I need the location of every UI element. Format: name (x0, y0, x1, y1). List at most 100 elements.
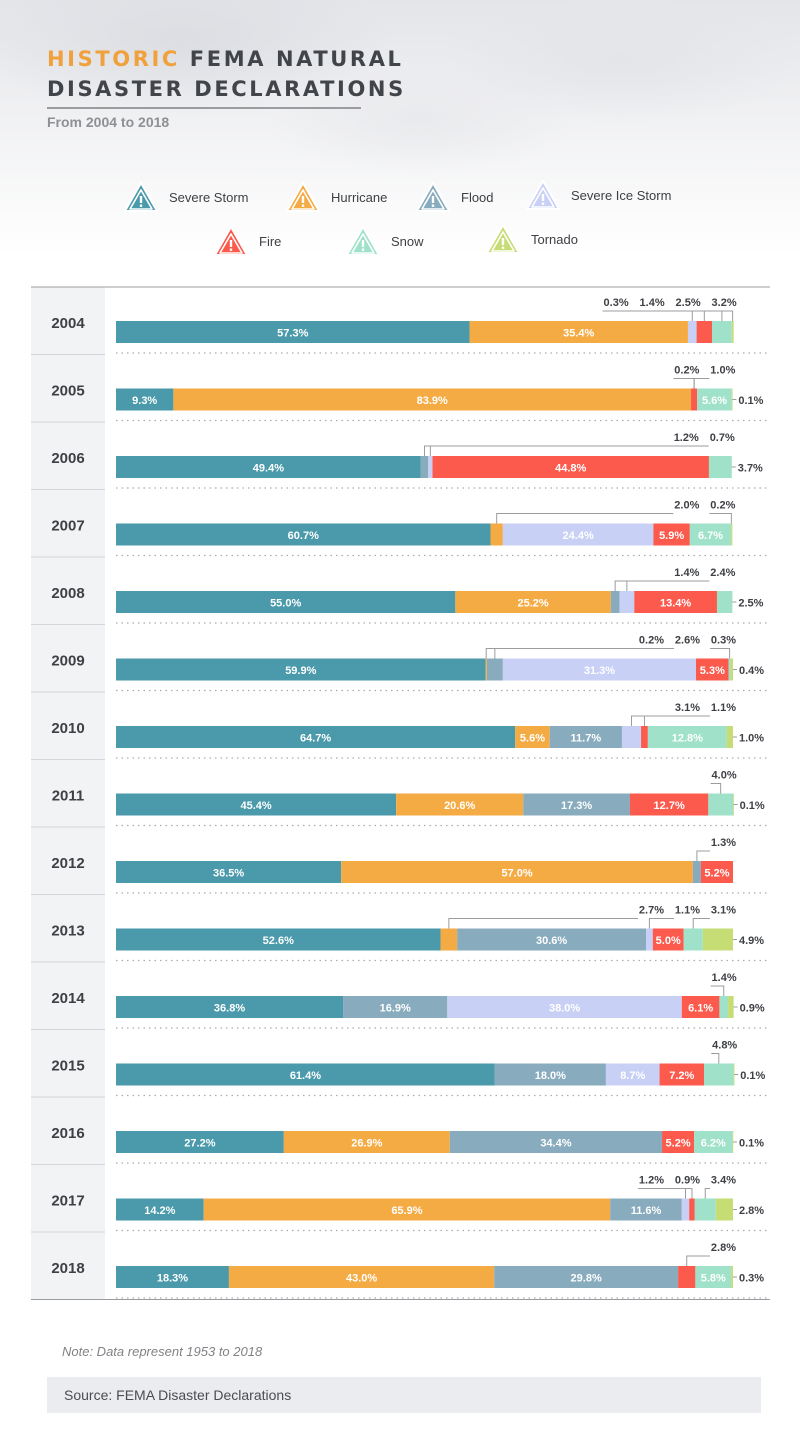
bar-segment-severe-storm (116, 1063, 495, 1086)
bar-segment-severe-storm (116, 996, 344, 1018)
leader-line (631, 715, 674, 726)
outside-value-label: 4.9% (739, 935, 764, 947)
outside-value-label: 1.0% (739, 733, 764, 745)
inside-value-label: 44.8% (555, 463, 586, 475)
bar-segment-snow (719, 996, 729, 1018)
bar-segment-severe-ice-storm (605, 1063, 660, 1086)
title-rest: FEMA NATURAL (179, 47, 404, 71)
inside-value-label: 5.2% (704, 868, 729, 880)
inside-value-label: 26.9% (351, 1138, 382, 1150)
bar-segment-fire (662, 1131, 695, 1153)
inside-value-label: 11.6% (631, 1205, 662, 1217)
bar-segment-hurricane (455, 591, 611, 613)
bar-segment-fire (696, 321, 713, 343)
bar-segment-snow (728, 658, 731, 681)
inside-value-label: 36.5% (213, 868, 244, 880)
inside-value-label: 59.9% (285, 665, 316, 677)
legend-item-flood: Flood (415, 180, 494, 214)
legend-label: Flood (461, 189, 494, 205)
bar-segment-flood (486, 658, 503, 681)
bar-segment-tornado (730, 658, 733, 681)
callout-value-label: 2.8% (711, 1242, 736, 1254)
callout-value-label: 1.0% (710, 365, 735, 377)
callout-value-label: 2.5% (676, 297, 701, 309)
bar-segment-hurricane (485, 658, 487, 681)
year-label: 2014 (51, 990, 85, 1007)
leader-line (448, 918, 638, 929)
bar-segment-fire (678, 1266, 696, 1288)
leader-line (693, 378, 710, 389)
callout-value-label: 1.1% (711, 702, 736, 714)
inside-value-label: 55.0% (270, 598, 301, 610)
outside-value-label: 0.3% (739, 1273, 764, 1285)
stacked-bar-chart: 2004 57.3% 35.4% 0.3% 1.4% 2.5% 3.2% 2005 9.3% 83… (31, 286, 770, 1300)
outside-value-label: 0.1% (738, 395, 763, 407)
bar-segment-tornado (731, 388, 733, 411)
callout-value-label: 1.4% (674, 567, 699, 579)
bar-segment-fire (432, 456, 709, 478)
inside-value-label: 29.8% (571, 1273, 602, 1285)
callout-value-label: 1.2% (639, 1175, 664, 1187)
leader-line (638, 1188, 686, 1199)
callout-value-label: 2.0% (674, 500, 699, 512)
leader-line (709, 513, 732, 524)
bar-segment-hurricane (515, 726, 550, 748)
inside-value-label: 43.0% (346, 1273, 377, 1285)
inside-value-label: 5.8% (701, 1273, 726, 1285)
bar-segment-snow (683, 928, 703, 951)
callout-value-label: 2.4% (710, 567, 735, 579)
inside-value-label: 27.2% (184, 1138, 215, 1150)
callout-value-label: 0.7% (710, 432, 735, 444)
outside-value-label: 2.8% (739, 1205, 764, 1217)
chart-subtitle: From 2004 to 2018 (47, 114, 170, 130)
inside-value-label: 16.9% (380, 1003, 411, 1015)
inside-value-label: 35.4% (563, 328, 594, 340)
bar-segment-severe-storm (116, 321, 470, 343)
inside-value-label: 9.3% (132, 395, 157, 407)
callout-value-label: 0.3% (711, 635, 736, 647)
bar-segment-severe-ice-storm (681, 1198, 690, 1221)
inside-value-label: 38.0% (549, 1003, 580, 1015)
bar-segment-severe-storm (116, 456, 421, 478)
bar-segment-flood (494, 1266, 679, 1288)
year-label: 2017 (51, 1193, 84, 1210)
leader-line (674, 310, 705, 321)
callout-value-label: 0.2% (710, 500, 735, 512)
bar-segment-severe-ice-storm (687, 321, 697, 343)
bar-segment-flood (610, 1198, 682, 1221)
bar-segment-snow (695, 1266, 732, 1288)
callout-value-label: 0.3% (604, 297, 629, 309)
inside-value-label: 34.4% (540, 1138, 571, 1150)
leader-line (692, 918, 710, 929)
leader-line (648, 918, 674, 929)
legend-item-fire: Fire (213, 224, 281, 258)
bar-segment-flood (494, 1063, 606, 1086)
legend-item-tornado: Tornado (485, 222, 578, 256)
legend-label: Severe Ice Storm (571, 187, 672, 203)
bar-segment-tornado (726, 726, 733, 748)
bar-segment-fire (689, 1198, 695, 1221)
inside-value-label: 30.6% (536, 935, 567, 947)
bar-segment-flood (420, 456, 429, 478)
warning-triangle-icon (346, 226, 380, 256)
inside-value-label: 60.7% (288, 530, 319, 542)
inside-value-label: 25.2% (517, 598, 548, 610)
inside-value-label: 5.9% (659, 530, 684, 542)
bar-segment-severe-storm (116, 861, 342, 883)
callout-value-label: 3.4% (711, 1175, 736, 1187)
bar-segment-tornado (733, 793, 734, 816)
leader-line (710, 783, 722, 794)
inside-value-label: 5.6% (520, 733, 545, 745)
leader-line (710, 310, 723, 321)
callout-value-label: 1.4% (640, 297, 665, 309)
year-label: 2009 (51, 653, 84, 670)
leader-line (485, 648, 638, 659)
inside-value-label: 31.3% (584, 665, 615, 677)
leader-line (614, 580, 674, 591)
cloud-background (0, 0, 800, 300)
bar-segment-hurricane (469, 321, 688, 343)
callout-value-label: 2.7% (639, 905, 664, 917)
inside-value-label: 13.4% (660, 598, 691, 610)
callout-value-label: 4.0% (712, 770, 737, 782)
leader-line (429, 445, 709, 456)
